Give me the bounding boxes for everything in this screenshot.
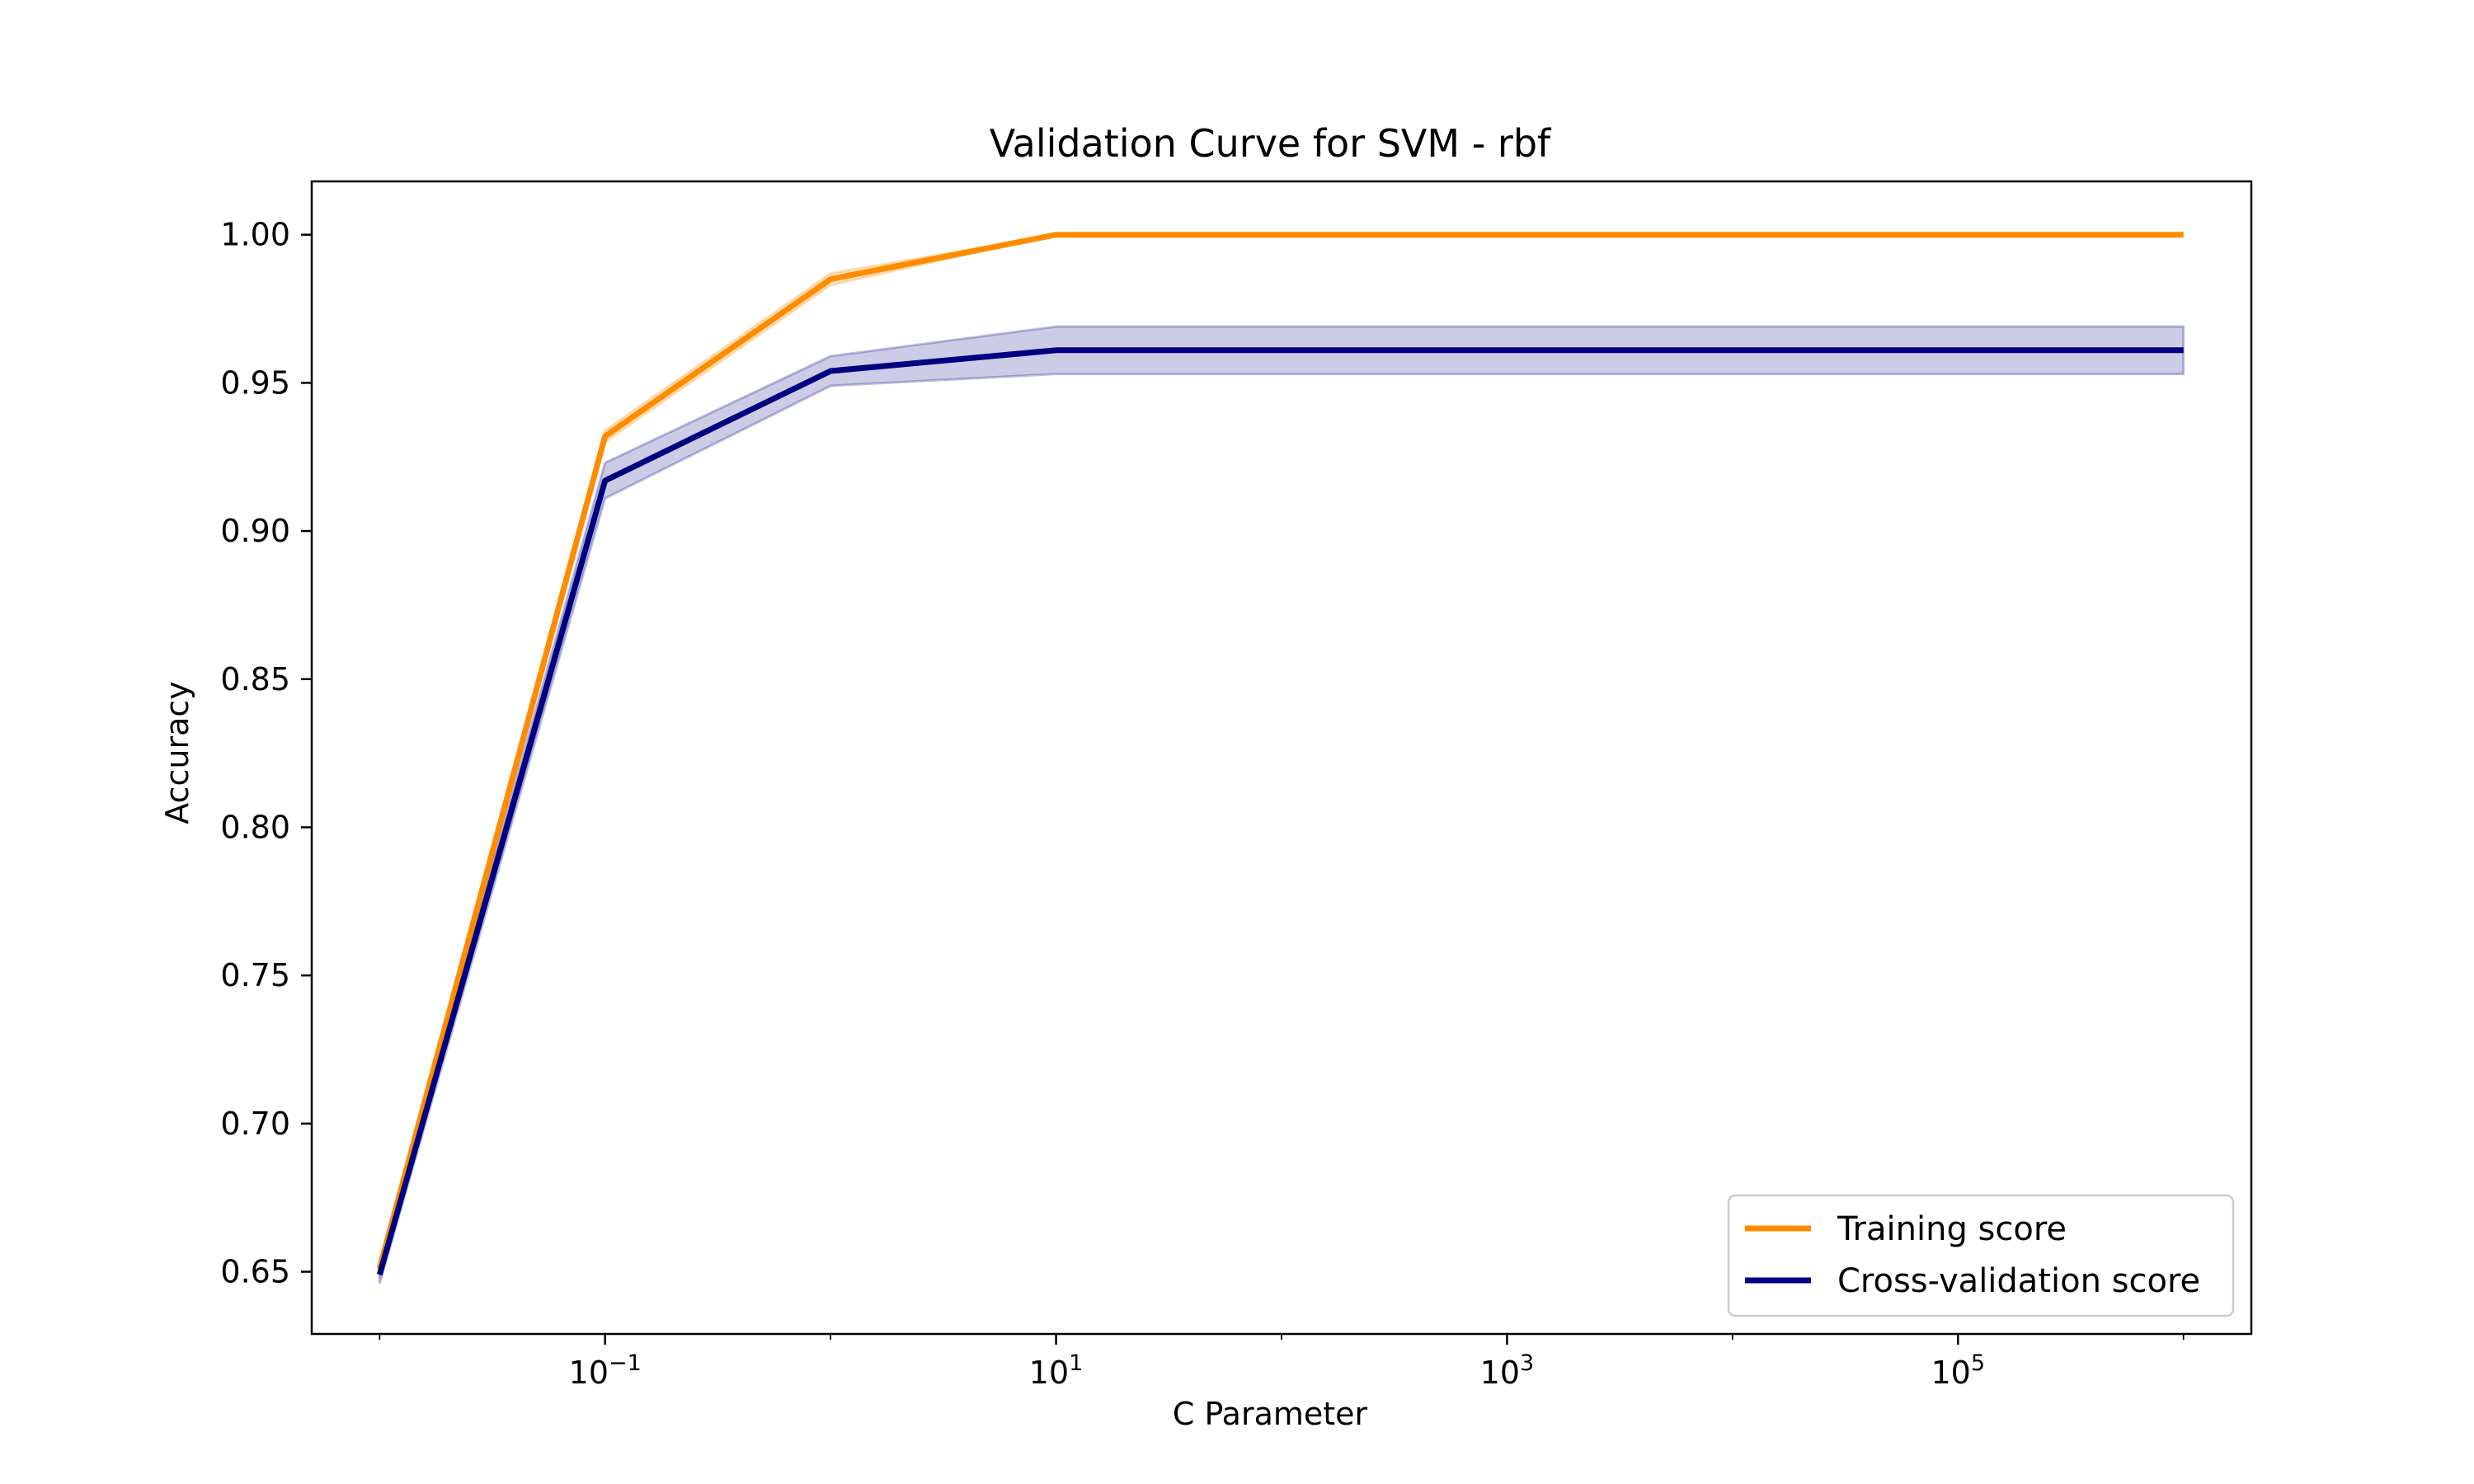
- x-tick-label-3: 105: [1931, 1350, 1985, 1391]
- series-line-0: [376, 232, 2184, 1270]
- y-tick-label-1: 0.70: [220, 1106, 290, 1142]
- y-axis-label: Accuracy: [159, 681, 195, 824]
- x-tick-label-2: 103: [1480, 1350, 1535, 1391]
- y-tick-label-4: 0.85: [220, 661, 290, 697]
- y-tick-label-6: 0.95: [220, 364, 290, 401]
- x-tick-label-0: 10−1: [569, 1350, 642, 1391]
- x-axis-label: C Parameter: [1173, 1396, 1368, 1432]
- legend-label-0: Training score: [1837, 1210, 2067, 1248]
- legend-box: [1727, 1194, 2235, 1317]
- legend: Training score Cross-validation score: [1727, 1194, 2235, 1317]
- y-tick-label-5: 0.90: [220, 513, 290, 549]
- y-tick-label-2: 0.75: [220, 957, 290, 993]
- legend-label-1: Cross-validation score: [1837, 1262, 2200, 1300]
- y-tick-label-3: 0.80: [220, 809, 290, 845]
- y-tick-label-0: 0.65: [220, 1254, 290, 1290]
- x-tick-label-1: 101: [1029, 1350, 1084, 1391]
- chart-title: Validation Curve for SVM - rbf: [990, 121, 1552, 166]
- series-line-1: [376, 347, 2184, 1276]
- y-tick-label-7: 1.00: [220, 217, 290, 253]
- series-band-1: [378, 325, 2185, 1284]
- plot-area: 0.65 0.70 0.75 0.80 0.85 0.90 0.95 1.00 10−1 101 1…: [220, 180, 2253, 1391]
